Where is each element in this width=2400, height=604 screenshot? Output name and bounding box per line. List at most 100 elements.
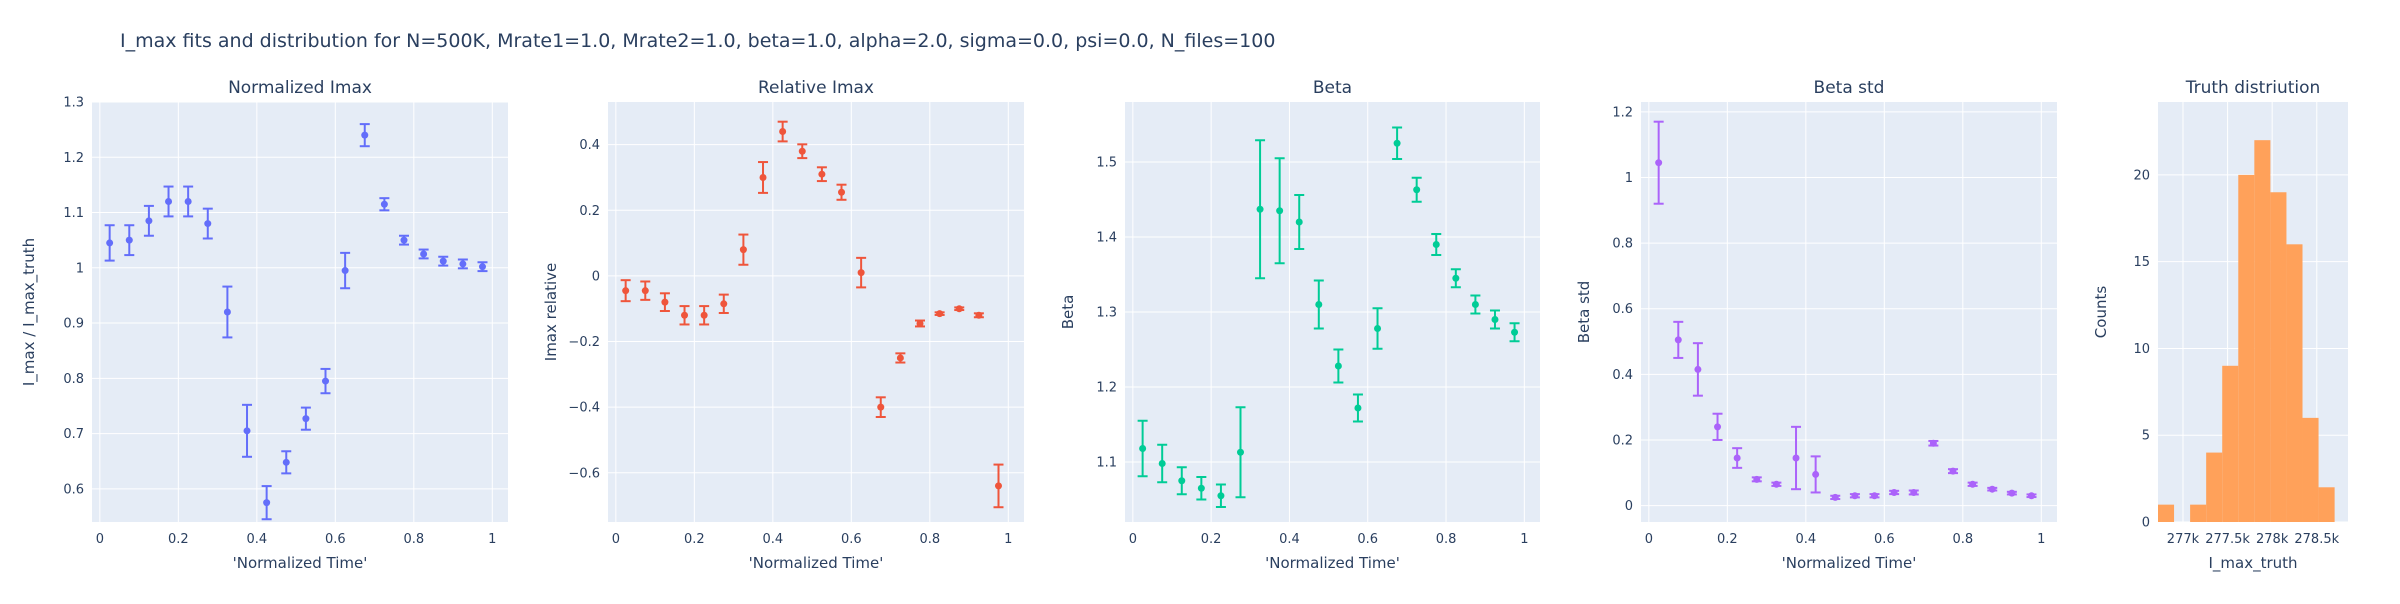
- data-point: [1139, 445, 1147, 452]
- y-axis-label: Counts: [2092, 286, 2110, 339]
- chart-title: Relative Imax: [758, 78, 874, 98]
- histogram-bar: [2302, 417, 2319, 522]
- data-point: [838, 188, 846, 196]
- histogram-bar: [2222, 365, 2239, 522]
- x-tick-label: 1: [2037, 532, 2045, 547]
- data-point: [700, 311, 708, 319]
- y-tick-label: 1.2: [63, 151, 84, 166]
- x-tick-label: 0.6: [1874, 532, 1895, 547]
- x-tick-label: 0: [1645, 532, 1653, 547]
- data-point: [877, 403, 885, 411]
- x-tick-label: 0.4: [1795, 532, 1816, 547]
- plot-background: [608, 102, 1024, 522]
- chart-panel-4: 0 0.2 0.4 0.6 0.8 1 0 0.2 0.4 0.6 0.8 1 1.2 Beta std '…: [1575, 78, 2057, 572]
- x-axis-label: 'Normalized Time': [749, 554, 884, 572]
- histogram-bar: [2238, 174, 2255, 522]
- y-tick-label: 0.2: [579, 204, 600, 219]
- data-point: [1197, 484, 1205, 492]
- data-point: [1772, 480, 1780, 488]
- x-tick-label: 277k: [2167, 532, 2200, 547]
- y-tick-label: −0.4: [568, 401, 600, 416]
- data-point: [779, 128, 787, 136]
- y-tick-label: 1.5: [1096, 156, 1117, 171]
- data-point: [282, 458, 290, 466]
- x-tick-label: 0.8: [1436, 532, 1457, 547]
- data-point: [1236, 448, 1244, 456]
- x-tick-label: 1: [488, 532, 496, 547]
- data-point: [1374, 325, 1382, 332]
- x-tick-label: 0.6: [325, 532, 346, 547]
- data-point: [459, 260, 467, 268]
- data-point: [818, 170, 826, 178]
- data-point: [975, 311, 983, 319]
- plot-background: [92, 102, 508, 522]
- chart-title: Normalized Imax: [228, 78, 372, 98]
- x-tick-label: 0.4: [246, 532, 267, 547]
- histogram-bar: [2254, 140, 2271, 522]
- chart-panel-3: 0 0.2 0.4 0.6 0.8 1 1.1 1.2 1.3 1.4 1.5 Beta 'Normal…: [1059, 78, 1540, 572]
- chart-panel-1: 0 0.2 0.4 0.6 0.8 1 0.6 0.7 0.8 0.9 1 1.1 1.2 1.3 Norm…: [20, 78, 508, 572]
- data-point: [1413, 186, 1421, 194]
- x-tick-label: 0: [96, 532, 104, 547]
- x-tick-label: 1: [1004, 532, 1012, 547]
- x-tick-label: 0.2: [1717, 532, 1738, 547]
- histogram-bar: [2318, 487, 2335, 522]
- x-tick-label: 0.8: [1952, 532, 1973, 547]
- data-point: [322, 377, 330, 385]
- data-point: [1393, 139, 1401, 147]
- y-tick-label: 1.1: [1096, 456, 1117, 471]
- y-tick-label: −0.6: [568, 466, 600, 481]
- y-tick-label: 0.6: [63, 482, 84, 497]
- y-tick-label: 1: [1625, 171, 1633, 186]
- x-tick-label: 0: [612, 532, 620, 547]
- chart-title: Truth distriution: [2185, 78, 2321, 98]
- data-point: [1851, 492, 1859, 500]
- data-point: [1674, 336, 1682, 344]
- data-point: [896, 354, 904, 362]
- data-point: [994, 482, 1002, 490]
- y-tick-label: 0.8: [63, 372, 84, 387]
- data-point: [420, 250, 428, 258]
- data-point: [720, 300, 728, 308]
- data-point: [622, 287, 630, 295]
- y-tick-label: 20: [2133, 168, 2150, 183]
- data-point: [1929, 439, 1937, 447]
- data-point: [955, 305, 963, 313]
- data-point: [223, 308, 231, 316]
- data-point: [1831, 493, 1839, 501]
- x-tick-label: 1: [1520, 532, 1528, 547]
- data-point: [1792, 454, 1800, 462]
- data-point: [1812, 470, 1820, 478]
- x-tick-label: 0.4: [1279, 532, 1300, 547]
- x-tick-label: 0.8: [403, 532, 424, 547]
- y-tick-label: 1.2: [1096, 381, 1117, 396]
- data-point: [125, 236, 133, 244]
- data-point: [798, 147, 806, 155]
- data-point: [1988, 485, 1996, 493]
- data-point: [1694, 365, 1702, 373]
- data-point: [759, 173, 767, 181]
- data-point: [1334, 362, 1342, 370]
- x-tick-label: 277.5k: [2205, 532, 2250, 547]
- data-point: [1910, 488, 1918, 496]
- x-tick-label: 0.8: [919, 532, 940, 547]
- y-axis-label: Beta std: [1575, 281, 1593, 344]
- data-point: [302, 415, 310, 423]
- data-point: [1733, 454, 1741, 462]
- x-tick-label: 0.6: [841, 532, 862, 547]
- histogram-bar: [2286, 244, 2303, 522]
- data-point: [1178, 477, 1186, 485]
- data-point: [739, 246, 747, 254]
- data-point: [857, 269, 865, 277]
- data-point: [380, 200, 388, 208]
- y-tick-label: 5: [2142, 429, 2150, 444]
- x-tick-label: 0.2: [684, 532, 705, 547]
- y-tick-label: 1.3: [1096, 306, 1117, 321]
- data-point: [165, 197, 173, 205]
- data-point: [1949, 467, 1957, 475]
- data-point: [106, 239, 114, 247]
- data-point: [1354, 404, 1362, 412]
- y-tick-label: −0.2: [568, 335, 600, 350]
- y-tick-label: 0.4: [1612, 368, 1633, 383]
